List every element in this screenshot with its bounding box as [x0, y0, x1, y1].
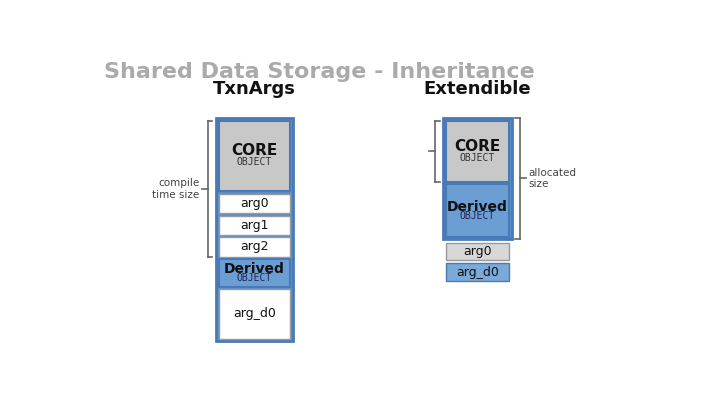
Text: arg0: arg0 [240, 197, 269, 210]
Bar [219, 259, 290, 286]
Text: CORE: CORE [454, 139, 500, 153]
Text: Derived: Derived [447, 200, 508, 214]
Bar [215, 118, 293, 341]
Text: OBJECT: OBJECT [237, 273, 272, 283]
Bar [446, 121, 509, 182]
Bar [446, 243, 509, 260]
Text: arg1: arg1 [240, 219, 269, 232]
Text: TxnArgs: TxnArgs [213, 81, 296, 98]
Bar [443, 118, 513, 239]
Text: arg2: arg2 [240, 241, 269, 254]
Text: compile
time size: compile time size [152, 178, 199, 200]
Text: Shared Data Storage - Inheritance: Shared Data Storage - Inheritance [104, 62, 535, 83]
Text: OBJECT: OBJECT [237, 157, 272, 167]
Bar [219, 289, 290, 339]
Text: OBJECT: OBJECT [460, 153, 495, 162]
Bar [219, 194, 290, 213]
Text: arg0: arg0 [463, 245, 492, 258]
Bar [446, 263, 509, 281]
Text: arg_d0: arg_d0 [233, 307, 276, 320]
Bar [219, 237, 290, 256]
Bar [219, 216, 290, 235]
Bar [219, 121, 290, 191]
Text: Derived: Derived [224, 262, 284, 276]
Text: OBJECT: OBJECT [460, 211, 495, 221]
Text: Extendible: Extendible [423, 81, 531, 98]
Bar [446, 184, 509, 237]
Text: CORE: CORE [231, 143, 277, 158]
Text: arg_d0: arg_d0 [456, 266, 499, 279]
Text: allocated
size: allocated size [528, 168, 577, 189]
